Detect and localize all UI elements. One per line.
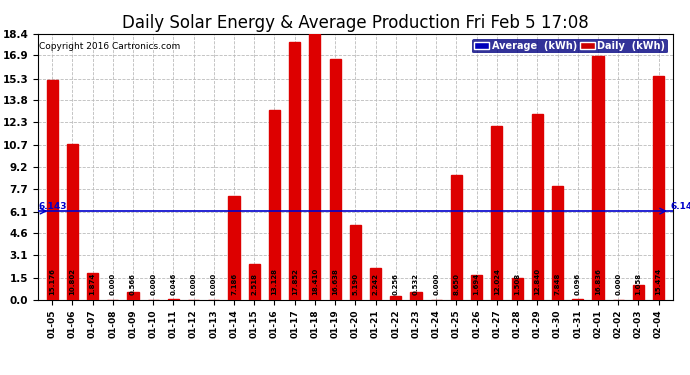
Text: 0.532: 0.532 — [413, 273, 419, 295]
Text: 16.836: 16.836 — [595, 268, 601, 295]
Bar — [87, 273, 98, 300]
Text: 13.128: 13.128 — [271, 268, 277, 295]
Bar — [593, 56, 604, 300]
Bar — [248, 264, 260, 300]
Bar — [572, 298, 583, 300]
Bar — [653, 76, 664, 300]
Text: 5.190: 5.190 — [353, 273, 358, 295]
Bar — [370, 267, 381, 300]
Text: 8.650: 8.650 — [453, 273, 460, 295]
Text: 17.852: 17.852 — [292, 268, 297, 295]
Text: 0.000: 0.000 — [110, 272, 116, 295]
Bar — [411, 292, 422, 300]
Text: 0.000: 0.000 — [150, 272, 156, 295]
Text: 0.046: 0.046 — [170, 272, 177, 295]
Text: 6.143: 6.143 — [39, 202, 67, 211]
Text: 0.256: 0.256 — [393, 273, 399, 295]
Text: 12.840: 12.840 — [534, 267, 540, 295]
Text: 2.518: 2.518 — [251, 273, 257, 295]
Text: 1.874: 1.874 — [90, 272, 95, 295]
Bar — [511, 278, 522, 300]
Text: 0.000: 0.000 — [190, 272, 197, 295]
Bar — [391, 296, 402, 300]
Bar — [451, 175, 462, 300]
Bar — [491, 126, 502, 300]
Text: 1.694: 1.694 — [473, 272, 480, 295]
Text: 0.000: 0.000 — [211, 272, 217, 295]
Bar — [228, 196, 239, 300]
Bar — [330, 59, 341, 300]
Text: 6.143*: 6.143* — [671, 202, 690, 211]
Text: 2.242: 2.242 — [373, 273, 379, 295]
Text: 15.474: 15.474 — [656, 267, 662, 295]
Text: 15.176: 15.176 — [49, 268, 55, 295]
Bar — [46, 80, 58, 300]
Text: 0.000: 0.000 — [433, 272, 440, 295]
Text: 16.638: 16.638 — [332, 268, 338, 295]
Text: 12.024: 12.024 — [494, 268, 500, 295]
Bar — [289, 42, 300, 300]
Text: 7.848: 7.848 — [555, 272, 560, 295]
Bar — [633, 285, 644, 300]
Bar — [168, 299, 179, 300]
Legend: Average  (kWh), Daily  (kWh): Average (kWh), Daily (kWh) — [472, 39, 668, 54]
Text: 0.096: 0.096 — [575, 273, 581, 295]
Title: Daily Solar Energy & Average Production Fri Feb 5 17:08: Daily Solar Energy & Average Production … — [122, 14, 589, 32]
Bar — [269, 110, 280, 300]
Bar — [309, 34, 320, 300]
Bar — [532, 114, 543, 300]
Text: 0.000: 0.000 — [615, 272, 621, 295]
Bar — [552, 186, 563, 300]
Text: 1.058: 1.058 — [635, 273, 642, 295]
Text: 10.802: 10.802 — [69, 268, 75, 295]
Text: 0.566: 0.566 — [130, 273, 136, 295]
Text: Copyright 2016 Cartronics.com: Copyright 2016 Cartronics.com — [39, 42, 180, 51]
Text: 7.186: 7.186 — [231, 273, 237, 295]
Bar — [350, 225, 361, 300]
Text: 18.410: 18.410 — [312, 267, 318, 295]
Text: 1.508: 1.508 — [514, 273, 520, 295]
Bar — [128, 292, 139, 300]
Bar — [471, 276, 482, 300]
Bar — [67, 144, 78, 300]
